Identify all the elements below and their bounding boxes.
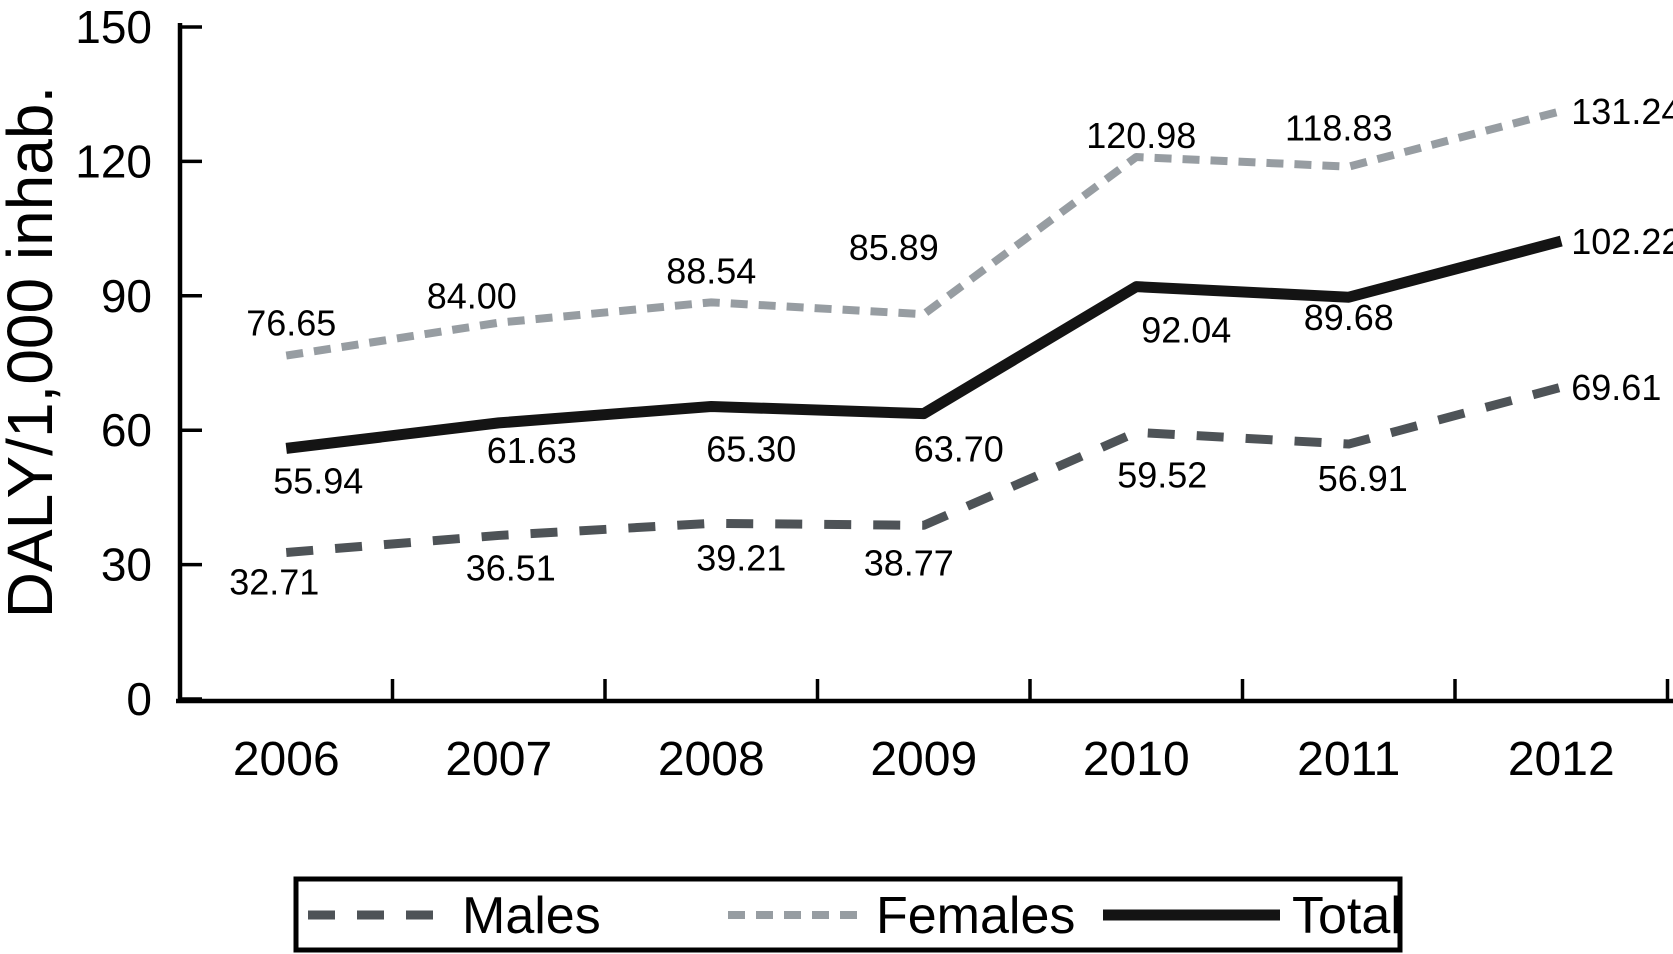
x-tick-label-2008: 2008 (658, 733, 765, 786)
data-label-total-2009: 63.70 (914, 429, 1004, 470)
y-tick-label: 90 (101, 270, 152, 322)
legend-label-females: Females (876, 887, 1075, 945)
y-tick-labels: 0 30 60 90 120 150 (75, 1, 152, 725)
axes (176, 23, 1673, 704)
data-label-males-2011: 56.91 (1318, 458, 1408, 499)
data-label-females-2008: 88.54 (666, 250, 756, 291)
x-tick-label-2006: 2006 (233, 733, 340, 786)
data-label-females-2007: 84.00 (427, 276, 517, 317)
data-label-females-2011: 118.83 (1285, 108, 1392, 149)
data-label-total-2007: 61.63 (487, 430, 577, 471)
data-label-total-2010: 92.04 (1141, 310, 1231, 351)
point-labels: 76.65 84.00 88.54 85.89 120.98 118.83 131.24 55… (229, 91, 1673, 602)
data-label-females-2010: 120.98 (1086, 115, 1196, 156)
legend-label-total: Total (1292, 887, 1402, 945)
y-tick-label: 30 (101, 539, 152, 591)
x-tick-label-2009: 2009 (870, 733, 977, 786)
x-tick-label-2012: 2012 (1508, 733, 1615, 786)
data-label-total-2012: 102.22 (1571, 221, 1673, 262)
data-label-females-2009: 85.89 (849, 227, 939, 268)
legend: Males Females Total (293, 876, 1403, 953)
data-label-females-2006: 76.65 (246, 303, 336, 344)
y-tick-label: 120 (75, 135, 152, 187)
x-tick-label-2007: 2007 (445, 733, 552, 786)
data-label-males-2009: 38.77 (864, 542, 954, 583)
x-tick-label-2011: 2011 (1297, 733, 1400, 786)
data-label-males-2010: 59.52 (1117, 454, 1207, 495)
y-tick-label: 150 (75, 1, 152, 53)
data-label-total-2008: 65.30 (706, 428, 796, 469)
legend-label-males: Males (462, 887, 601, 945)
y-tick-label: 0 (126, 673, 152, 725)
data-label-males-2008: 39.21 (696, 537, 786, 578)
data-label-males-2007: 36.51 (466, 547, 556, 588)
x-tick-label-2010: 2010 (1083, 733, 1190, 786)
x-tick-labels: 2006 2007 2008 2009 2010 2011 2012 (233, 733, 1615, 786)
series-lines (285, 107, 1563, 557)
y-axis-title: DALY/1,000 inhab. (0, 86, 66, 619)
data-label-males-2012: 69.61 (1571, 367, 1661, 408)
data-label-total-2011: 89.68 (1304, 297, 1394, 338)
series-line-total (285, 235, 1563, 454)
data-label-total-2006: 55.94 (273, 460, 363, 501)
data-label-males-2006: 32.71 (229, 561, 319, 602)
y-tick-label: 60 (101, 404, 152, 456)
data-label-females-2012: 131.24 (1571, 91, 1673, 132)
series-line-males (285, 382, 1563, 557)
